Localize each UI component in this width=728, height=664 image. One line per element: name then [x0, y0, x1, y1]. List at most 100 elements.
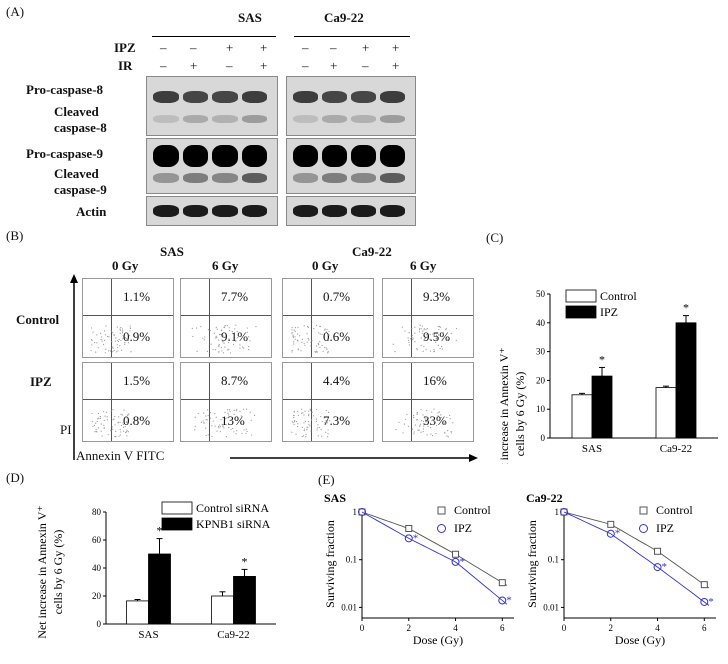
blot-actin-sas: [146, 196, 278, 226]
data-point-circle: [498, 596, 507, 605]
panel-d-letter: (D): [6, 470, 25, 485]
upper-right-pct: 1.5%: [123, 373, 151, 388]
ipz-sign: +: [362, 40, 370, 55]
legend-marker: [437, 524, 446, 533]
significance-star: *: [413, 532, 419, 544]
flow-axes-arrows: [70, 274, 478, 462]
chart-d: Net increase in Annexin V⁺ cells by 6 Gy …: [35, 501, 276, 641]
row-label-ir: IR: [118, 58, 133, 73]
significance-star: *: [615, 528, 621, 540]
ipz-sign: –: [330, 40, 337, 55]
significance-star: *: [599, 352, 605, 366]
chart-e-ca922: Surviving fraction Ca9-22 0.01 0.1 1 0 2 4 6 Dose…: [525, 491, 716, 647]
y-tick-label: 80: [92, 507, 102, 517]
y-tick-label: 0.1: [346, 555, 357, 565]
y-axis-label: Surviving fraction: [525, 520, 539, 608]
ir-sign: +: [260, 58, 268, 73]
lower-right-pct: 0.9%: [123, 329, 151, 344]
y-tick-label: 0: [541, 433, 546, 443]
protein-band: [380, 145, 405, 167]
dose-label-2: 6 Gy: [212, 258, 239, 273]
legend-swatch: [565, 289, 597, 303]
flow-plot: 4.4% 7.3%: [282, 362, 374, 442]
significance-star: *: [708, 596, 714, 608]
protein-band: [182, 115, 208, 123]
data-point-square: [700, 581, 708, 589]
legend-label: IPZ: [656, 521, 674, 535]
protein-band: [380, 173, 405, 183]
quadrant-h-line: [83, 399, 173, 400]
y-tick-label: 20: [536, 375, 546, 385]
event-dots: [191, 324, 257, 354]
ir-sign: –: [302, 58, 309, 73]
protein-band: [351, 115, 376, 123]
event-dots: [395, 408, 454, 438]
legend-label: Control: [656, 503, 693, 517]
label-pro-caspase-9: Pro-caspase-9: [26, 146, 104, 161]
x-tick-label: 6: [500, 623, 505, 633]
data-point-circle: [358, 507, 366, 516]
protein-band: [351, 145, 376, 167]
protein-band: [182, 205, 208, 217]
ir-sign: +: [330, 58, 338, 73]
panel-c-letter: (C): [486, 230, 504, 245]
event-dots: [392, 324, 458, 353]
data-point-circle: [700, 597, 709, 606]
x-tick-label: 0: [562, 623, 567, 633]
lower-right-pct: 0.6%: [323, 329, 351, 344]
label-cleaved-8a: Cleaved: [54, 104, 99, 119]
legend-label: IPZ: [454, 521, 472, 535]
protein-band: [212, 145, 238, 167]
x-axis-label: Dose (Gy): [413, 633, 463, 647]
flow-y-axis-label: PI: [60, 422, 72, 437]
significance-star: *: [506, 594, 512, 606]
flow-x-axis-label: Annexin V FITC: [76, 448, 165, 463]
blot-caspase-9-ca922: [286, 138, 416, 194]
quadrant-v-line: [411, 363, 412, 441]
quadrant-h-line: [181, 399, 271, 400]
event-dots: [91, 408, 130, 438]
bar: [675, 322, 697, 439]
quadrant-v-line: [111, 363, 112, 441]
label-cleaved-9b: caspase-9: [54, 182, 107, 197]
significance-star: *: [157, 524, 163, 538]
flow-plot: 7.7% 9.1%: [180, 278, 272, 358]
dose-label-3: 0 Gy: [312, 258, 339, 273]
y-axis-label-line2: cells by 6 Gy (%): [513, 372, 527, 457]
upper-right-pct: 0.7%: [323, 289, 351, 304]
legend-swatch: [161, 501, 193, 515]
x-tick-label: 4: [453, 623, 458, 633]
quadrant-h-line: [283, 315, 373, 316]
x-axis-label: Dose (Gy): [615, 633, 665, 647]
ir-sign: +: [190, 58, 198, 73]
protein-band: [351, 205, 376, 217]
significance-star: *: [683, 301, 689, 315]
protein-band: [322, 205, 347, 217]
protein-band: [293, 205, 318, 217]
x-tick-label: SAS: [138, 629, 158, 641]
bar: [233, 576, 256, 625]
protein-band: [322, 145, 347, 167]
y-tick-label: 1: [555, 507, 560, 517]
x-tick-label: 2: [407, 623, 412, 633]
bar: [655, 387, 677, 439]
data-point-circle: [606, 529, 615, 538]
blot-actin-ca922: [286, 196, 416, 226]
y-tick-label: 40: [536, 318, 546, 328]
x-tick-label: SAS: [582, 443, 602, 455]
ipz-sign: –: [302, 40, 309, 55]
ipz-sign: +: [226, 40, 234, 55]
quadrant-v-line: [111, 279, 112, 357]
significance-star: *: [460, 556, 466, 568]
quadrant-v-line: [209, 279, 210, 357]
quadrant-v-line: [209, 363, 210, 441]
protein-band: [380, 205, 405, 217]
ir-sign: –: [226, 58, 233, 73]
x-tick-label: 2: [609, 623, 614, 633]
protein-band: [380, 115, 405, 123]
blot-caspase-8-sas: [146, 76, 278, 136]
chart-title: Ca9-22: [526, 491, 563, 505]
y-axis-label-line1: Net increase in Annexin V⁺: [35, 505, 49, 638]
flow-plot: 8.7% 13%: [180, 362, 272, 442]
legend-label: Control: [454, 503, 491, 517]
